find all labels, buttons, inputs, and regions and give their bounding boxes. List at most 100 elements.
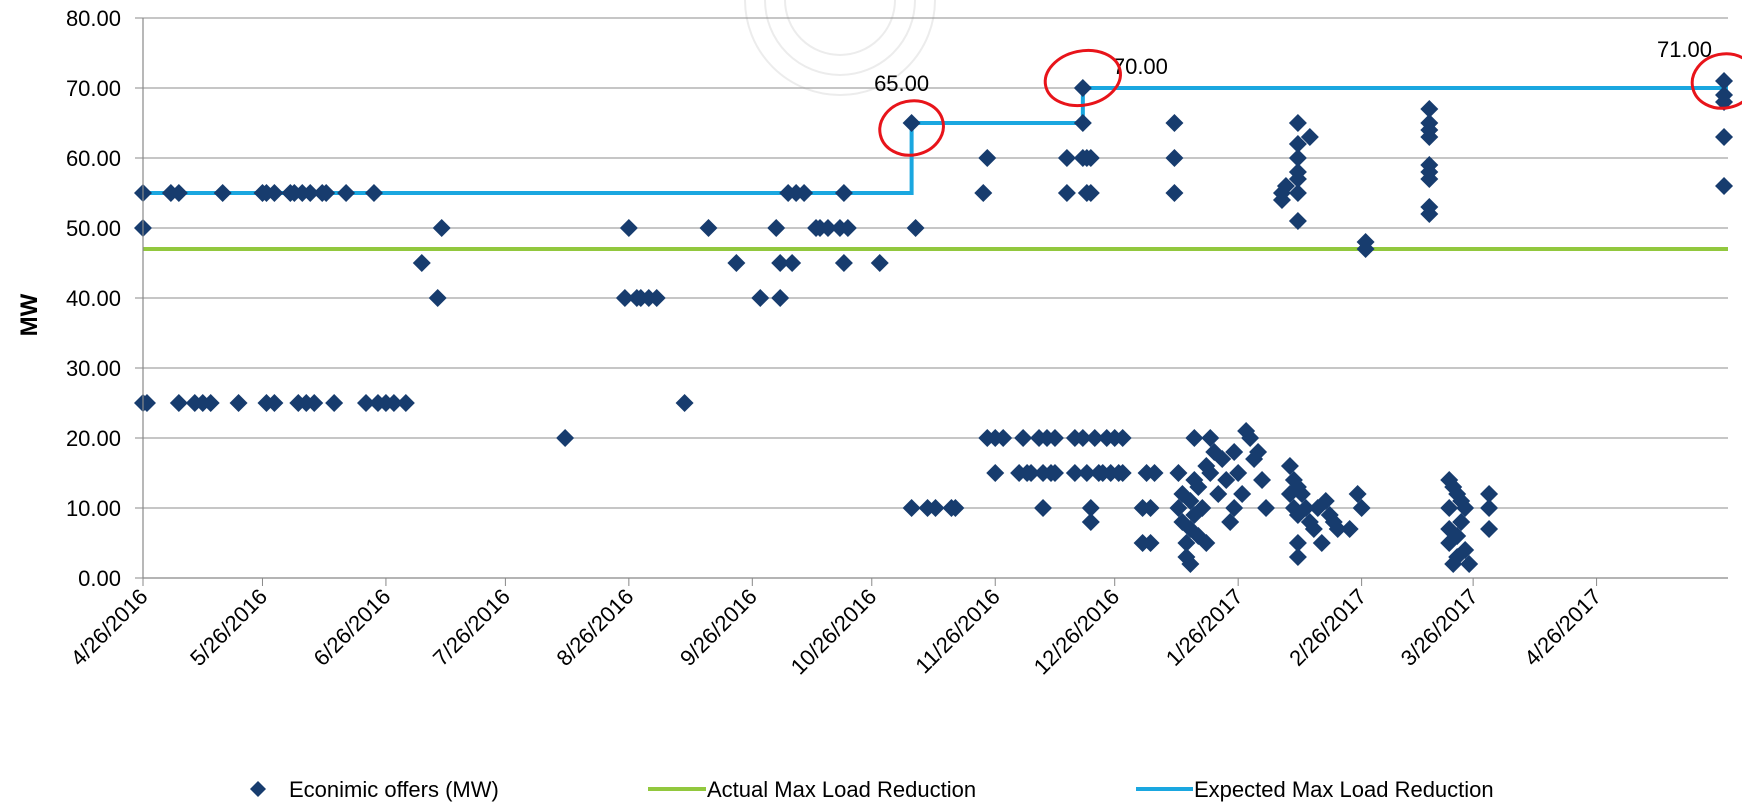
data-point <box>834 184 853 202</box>
data-point <box>1181 492 1200 510</box>
data-point <box>1233 485 1252 503</box>
data-point <box>1209 485 1228 503</box>
data-point <box>1193 499 1212 517</box>
x-tick-labels: 4/26/2016 5/26/2016 6/26/2016 7/26/2016 8/26… <box>66 584 1606 680</box>
data-point <box>1022 464 1041 482</box>
data-point <box>1288 135 1307 153</box>
data-point <box>1420 128 1439 146</box>
data-point <box>1288 548 1307 566</box>
y-tick-label: 10.00 <box>66 496 121 521</box>
data-point <box>974 184 993 202</box>
x-tick-label: 4/26/2017 <box>1519 584 1606 671</box>
data-point <box>727 254 746 272</box>
data-point <box>1081 184 1100 202</box>
data-point <box>615 289 634 307</box>
data-point <box>1141 534 1160 552</box>
data-point <box>1045 429 1064 447</box>
data-point <box>1177 534 1196 552</box>
y-tick-label: 70.00 <box>66 76 121 101</box>
data-point <box>1077 464 1096 482</box>
x-tick-label: 2/26/2017 <box>1284 584 1371 671</box>
data-point <box>818 219 837 237</box>
data-point <box>751 289 770 307</box>
data-point <box>1288 114 1307 132</box>
data-point <box>1420 170 1439 188</box>
data-point <box>795 184 814 202</box>
data-point <box>1292 485 1311 503</box>
annotation-circles <box>878 48 1742 157</box>
data-point <box>1113 464 1132 482</box>
data-point <box>1296 499 1315 517</box>
data-point <box>619 219 638 237</box>
data-point <box>432 219 451 237</box>
watermark-arc <box>764 0 916 76</box>
data-point <box>169 394 188 412</box>
data-point <box>265 394 284 412</box>
data-point <box>1081 513 1100 531</box>
data-point <box>1057 149 1076 167</box>
data-point <box>675 394 694 412</box>
data-point <box>201 394 220 412</box>
x-tick-label: 10/26/2016 <box>786 584 882 680</box>
data-point <box>169 184 188 202</box>
data-point <box>1165 114 1184 132</box>
data-point <box>337 184 356 202</box>
data-point <box>1288 170 1307 188</box>
data-point <box>838 219 857 237</box>
data-point <box>926 499 945 517</box>
data-point <box>1165 149 1184 167</box>
data-point <box>1480 499 1499 517</box>
data-point <box>1288 212 1307 230</box>
data-point <box>906 219 925 237</box>
data-point <box>1189 478 1208 496</box>
data-point <box>305 394 324 412</box>
y-tick-labels: 0.00 10.00 20.00 30.00 40.00 50.00 60.00 70.00 8… <box>66 6 121 591</box>
data-point <box>1217 471 1236 489</box>
data-point <box>412 254 431 272</box>
x-tick-label: 6/26/2016 <box>309 584 396 671</box>
data-point <box>1456 541 1475 559</box>
data-point <box>1456 499 1475 517</box>
data-point <box>1340 520 1359 538</box>
x-tick-label: 12/26/2016 <box>1029 584 1125 680</box>
data-point <box>1328 520 1347 538</box>
x-tick-label: 1/26/2017 <box>1161 584 1248 671</box>
data-point <box>1201 429 1220 447</box>
data-point <box>1420 100 1439 118</box>
data-point <box>556 429 575 447</box>
data-point <box>213 184 232 202</box>
legend: Econimic offers (MW) Actual Max Load Redu… <box>250 777 1494 802</box>
expected-max-load-reduction-line <box>143 86 1728 195</box>
y-axis-title: MW <box>16 293 43 336</box>
data-point <box>1249 443 1268 461</box>
data-point <box>1073 429 1092 447</box>
data-point <box>1113 429 1132 447</box>
data-point <box>1452 513 1471 531</box>
x-tick-label: 4/26/2016 <box>66 584 153 671</box>
data-point <box>1480 520 1499 538</box>
data-point <box>1715 177 1734 195</box>
data-point <box>229 394 248 412</box>
data-point <box>771 289 790 307</box>
data-point <box>317 184 336 202</box>
data-point <box>384 394 403 412</box>
data-point <box>1448 527 1467 545</box>
data-point <box>1348 485 1367 503</box>
legend-label: Expected Max Load Reduction <box>1194 777 1494 802</box>
legend-label: Econimic offers (MW) <box>289 777 499 802</box>
data-point <box>1288 534 1307 552</box>
data-point <box>1197 534 1216 552</box>
data-point <box>1181 555 1200 573</box>
data-point <box>783 254 802 272</box>
data-point <box>986 464 1005 482</box>
data-point <box>364 184 383 202</box>
data-point <box>1300 128 1319 146</box>
data-point <box>1225 443 1244 461</box>
x-tick-label: 8/26/2016 <box>552 584 639 671</box>
data-point <box>1081 499 1100 517</box>
data-point <box>1185 429 1204 447</box>
data-point <box>1304 520 1323 538</box>
data-point <box>1081 149 1100 167</box>
data-point <box>647 289 666 307</box>
data-point <box>1169 499 1188 517</box>
